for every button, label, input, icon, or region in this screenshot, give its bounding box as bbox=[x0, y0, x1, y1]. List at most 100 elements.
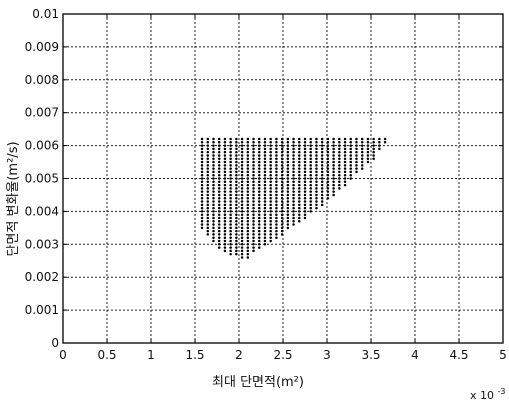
data-point bbox=[332, 183, 335, 187]
data-point bbox=[355, 157, 358, 161]
data-point bbox=[263, 203, 267, 207]
data-point bbox=[229, 229, 232, 233]
data-point bbox=[315, 180, 318, 184]
data-point bbox=[223, 203, 227, 207]
data-point bbox=[212, 187, 215, 190]
data-point bbox=[200, 157, 204, 161]
data-point bbox=[315, 193, 318, 197]
data-point bbox=[206, 206, 210, 210]
data-point bbox=[235, 203, 238, 207]
data-point bbox=[280, 187, 284, 190]
data-point bbox=[223, 137, 227, 141]
data-point bbox=[378, 144, 381, 147]
data-point bbox=[212, 137, 215, 141]
data-point bbox=[252, 203, 255, 207]
data-point bbox=[263, 213, 267, 216]
data-point bbox=[257, 164, 261, 167]
data-point bbox=[286, 137, 290, 141]
data-point bbox=[349, 137, 353, 141]
data-point bbox=[286, 223, 290, 226]
data-point bbox=[217, 196, 221, 200]
data-point bbox=[235, 226, 238, 230]
data-point bbox=[252, 183, 255, 187]
data-point bbox=[235, 164, 238, 167]
data-point bbox=[223, 210, 227, 213]
data-point bbox=[229, 236, 232, 239]
data-point bbox=[320, 157, 324, 161]
data-point bbox=[338, 137, 341, 141]
data-point bbox=[292, 213, 295, 216]
data-point bbox=[206, 150, 210, 154]
y-tick-label: 0.01 bbox=[32, 7, 59, 21]
data-point bbox=[280, 160, 284, 164]
data-point bbox=[212, 147, 215, 151]
data-point bbox=[332, 164, 335, 167]
data-point bbox=[212, 180, 215, 184]
data-point bbox=[200, 183, 204, 187]
data-point bbox=[298, 147, 301, 151]
data-point bbox=[309, 173, 312, 177]
data-point bbox=[263, 243, 267, 246]
data-point bbox=[200, 196, 204, 200]
data-point bbox=[355, 141, 358, 144]
y-tick-label: 0.009 bbox=[25, 40, 59, 54]
data-point bbox=[332, 144, 335, 147]
data-point bbox=[240, 147, 244, 151]
data-point bbox=[280, 203, 284, 207]
data-point bbox=[217, 206, 221, 210]
data-point bbox=[229, 223, 232, 226]
data-point bbox=[200, 173, 204, 177]
data-point bbox=[326, 154, 330, 157]
data-point bbox=[212, 206, 215, 210]
data-point bbox=[338, 150, 341, 154]
data-point bbox=[229, 213, 232, 216]
data-point bbox=[235, 216, 238, 220]
data-point bbox=[252, 177, 255, 180]
data-point bbox=[235, 193, 238, 197]
data-point bbox=[252, 220, 255, 223]
data-point bbox=[292, 160, 295, 164]
x-tick-label: 3.5 bbox=[361, 348, 380, 362]
data-point bbox=[200, 180, 204, 184]
data-point bbox=[257, 177, 261, 180]
data-point bbox=[217, 187, 221, 190]
data-point bbox=[200, 193, 204, 197]
data-point bbox=[286, 226, 290, 230]
data-point bbox=[257, 170, 261, 174]
data-point bbox=[349, 141, 353, 144]
data-point bbox=[332, 177, 335, 180]
data-point bbox=[212, 229, 215, 233]
data-point bbox=[326, 193, 330, 197]
data-point bbox=[349, 177, 353, 180]
data-point bbox=[252, 223, 255, 226]
data-point bbox=[235, 236, 238, 239]
data-point bbox=[298, 183, 301, 187]
data-point bbox=[217, 239, 221, 243]
data-point bbox=[298, 177, 301, 180]
data-point bbox=[235, 157, 238, 161]
data-point bbox=[206, 220, 210, 223]
data-point bbox=[303, 206, 307, 210]
data-point bbox=[332, 147, 335, 151]
data-point bbox=[320, 170, 324, 174]
data-point bbox=[235, 173, 238, 177]
data-point bbox=[246, 200, 250, 203]
data-point bbox=[217, 147, 221, 151]
data-point bbox=[303, 180, 307, 184]
data-point bbox=[206, 170, 210, 174]
data-point bbox=[217, 170, 221, 174]
data-point bbox=[292, 193, 295, 197]
x-tick-label: 1 bbox=[147, 348, 155, 362]
data-point bbox=[200, 170, 204, 174]
data-point bbox=[252, 239, 255, 243]
data-point bbox=[292, 141, 295, 144]
data-point bbox=[366, 141, 370, 144]
data-point bbox=[349, 150, 353, 154]
data-point bbox=[303, 167, 307, 170]
data-point bbox=[298, 187, 301, 190]
data-point bbox=[343, 183, 347, 187]
data-point bbox=[240, 233, 244, 236]
data-point bbox=[315, 187, 318, 190]
data-point bbox=[206, 229, 210, 233]
data-point bbox=[343, 173, 347, 177]
